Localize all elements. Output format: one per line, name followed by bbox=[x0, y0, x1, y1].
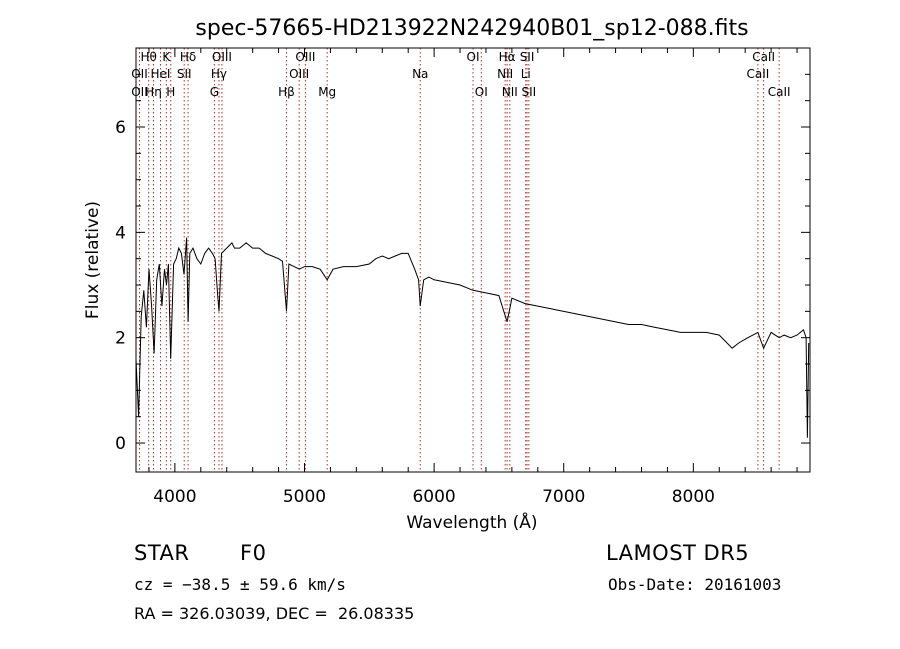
redshift-velocity: cz = −38.5 ± 59.6 km/s bbox=[134, 575, 346, 594]
coordinates: RA = 326.03039, DEC = 26.08335 bbox=[134, 604, 415, 623]
y-tick-label: 2 bbox=[115, 329, 126, 349]
chart-title: spec-57665-HD213922N242940B01_sp12-088.f… bbox=[195, 16, 748, 41]
line-label: Mg bbox=[318, 85, 336, 99]
observation-date: Obs-Date: 20161003 bbox=[608, 575, 782, 594]
x-tick-label: 8000 bbox=[672, 487, 715, 507]
line-label: SII bbox=[177, 67, 192, 81]
line-label: Na bbox=[412, 67, 428, 81]
x-tick-label: 4000 bbox=[153, 487, 196, 507]
y-tick-label: 0 bbox=[115, 434, 126, 454]
line-label: HeI bbox=[151, 67, 171, 81]
line-label: Hβ bbox=[278, 85, 295, 99]
line-label: Hα bbox=[499, 50, 516, 64]
line-label: NII bbox=[497, 67, 513, 81]
x-tick-label: 5000 bbox=[283, 487, 326, 507]
line-label: OI bbox=[475, 85, 488, 99]
emission-line-markers bbox=[138, 48, 780, 472]
x-tick-label: 6000 bbox=[412, 487, 455, 507]
y-axis: 0 2 4 6 bbox=[115, 73, 810, 454]
line-label: CaII bbox=[752, 50, 775, 64]
spectrum-line bbox=[135, 237, 810, 438]
x-axis-label: Wavelength (Å) bbox=[406, 511, 537, 533]
x-tick-label: 7000 bbox=[542, 487, 585, 507]
line-label: Li bbox=[521, 67, 531, 81]
line-label: Hδ bbox=[180, 50, 196, 64]
y-axis-label: Flux (relative) bbox=[83, 201, 103, 319]
line-label: SII bbox=[522, 85, 537, 99]
line-label: NII bbox=[502, 85, 518, 99]
line-label: CaII bbox=[768, 85, 791, 99]
line-label: K bbox=[162, 50, 171, 64]
line-label: OII bbox=[131, 85, 148, 99]
object-class: STAR bbox=[134, 541, 190, 565]
line-label: OIII bbox=[289, 67, 309, 81]
line-label: Hη bbox=[145, 85, 162, 99]
x-axis: 4000 5000 6000 7000 8000 bbox=[148, 48, 798, 507]
line-label: OI bbox=[467, 50, 480, 64]
survey-name: LAMOST DR5 bbox=[606, 541, 750, 565]
plot-frame bbox=[135, 47, 811, 473]
line-label: H bbox=[166, 85, 175, 99]
y-tick-label: 4 bbox=[115, 223, 126, 243]
line-label: OIII bbox=[295, 50, 315, 64]
object-subclass: F0 bbox=[240, 541, 267, 565]
line-label: SII bbox=[520, 50, 535, 64]
line-label: Hθ bbox=[141, 50, 157, 64]
line-label: G bbox=[210, 85, 219, 99]
y-tick-label: 6 bbox=[115, 118, 126, 138]
line-label: CaII bbox=[746, 67, 769, 81]
line-label: Hγ bbox=[211, 67, 227, 81]
line-label: OIII bbox=[212, 50, 232, 64]
